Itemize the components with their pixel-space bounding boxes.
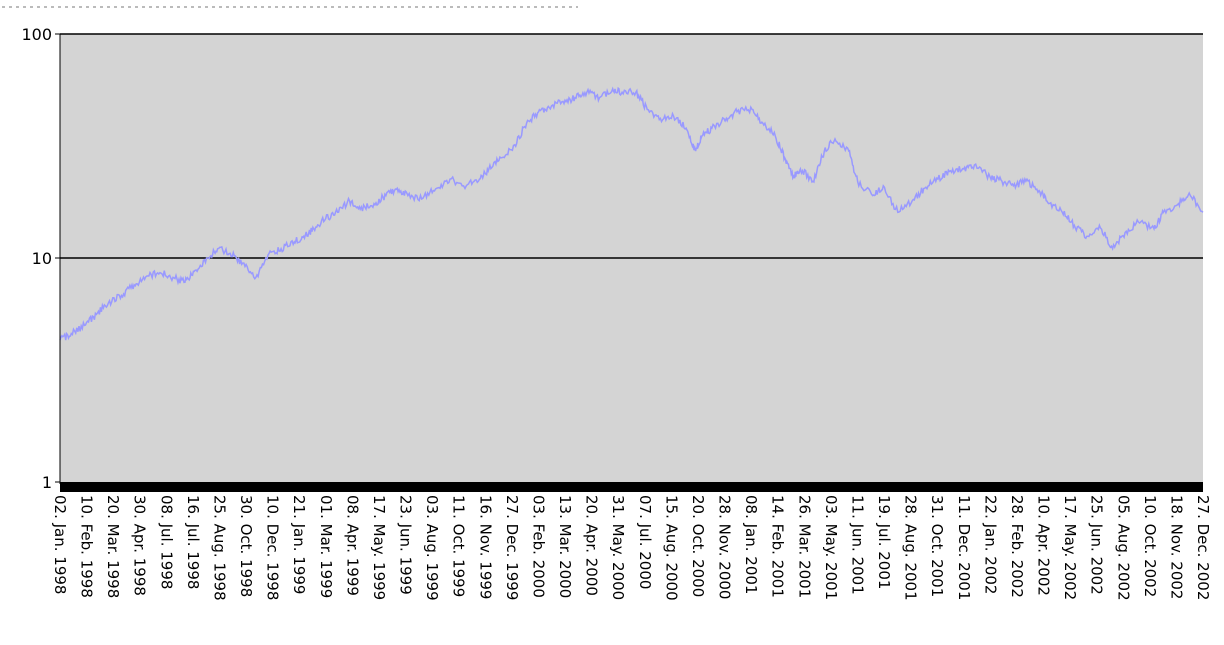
x-axis-ticks: 02. Jan. 1998 10. Feb. 1998 20. Mar. 1998 3… (51, 495, 1212, 601)
y-tick-label: 10 (32, 249, 52, 268)
x-tick-label: 11. Jun. 2001 (848, 495, 866, 595)
x-tick-label: 27. Dec. 2002 (1194, 495, 1212, 600)
x-tick-label: 07. Jul. 2000 (636, 495, 654, 589)
x-tick-label: 14. Feb. 2001 (769, 495, 787, 598)
x-tick-label: 25. Jun. 2002 (1088, 495, 1106, 595)
x-tick-label: 16. Jul. 1998 (184, 495, 202, 589)
x-tick-label: 08. Jul. 1998 (157, 495, 175, 589)
x-tick-label: 20. Mar. 1998 (104, 495, 122, 598)
x-tick-label: 10. Feb. 1998 (78, 495, 96, 598)
x-tick-label: 17. May. 2002 (1061, 495, 1079, 600)
x-tick-label: 17. May. 1999 (370, 495, 388, 600)
x-tick-label: 28. Aug. 2001 (902, 495, 920, 601)
x-tick-label: 05. Aug. 2002 (1114, 495, 1132, 601)
x-tick-label: 25. Aug. 1998 (211, 495, 229, 601)
x-tick-label: 31. Oct. 2001 (928, 495, 946, 597)
x-tick-label: 18. Nov. 2002 (1167, 495, 1185, 599)
x-tick-label: 19. Jul. 2001 (875, 495, 893, 589)
x-tick-label: 03. Feb. 2000 (530, 495, 548, 598)
x-tick-label: 28. Nov. 2000 (716, 495, 734, 599)
x-axis-bar (60, 482, 1203, 492)
x-tick-label: 10. Apr. 2002 (1035, 495, 1053, 596)
x-tick-label: 11. Oct. 1999 (450, 495, 468, 597)
y-tick-label: 1 (42, 473, 52, 492)
x-tick-label: 30. Oct. 1998 (237, 495, 255, 597)
x-tick-label: 13. Mar. 2000 (556, 495, 574, 598)
x-tick-label: 08. Jan. 2001 (742, 495, 760, 594)
x-tick-label: 10. Oct. 2002 (1141, 495, 1159, 597)
x-tick-label: 28. Feb. 2002 (1008, 495, 1026, 598)
x-tick-label: 02. Jan. 1998 (51, 495, 69, 594)
x-tick-label: 03. Aug. 1999 (423, 495, 441, 601)
x-tick-label: 31. May. 2000 (609, 495, 627, 600)
x-tick-label: 26. Mar. 2001 (795, 495, 813, 598)
x-tick-label: 10. Dec. 1998 (264, 495, 282, 600)
x-tick-label: 23. Jun. 1999 (397, 495, 415, 595)
x-tick-label: 22. Jan. 2002 (981, 495, 999, 594)
y-axis-ticks: 1 10 100 (21, 25, 60, 492)
x-tick-label: 21. Jan. 1999 (290, 495, 308, 594)
x-tick-label: 30. Apr. 1998 (131, 495, 149, 596)
x-tick-label: 03. May. 2001 (822, 495, 840, 600)
series-line (59, 86, 1204, 341)
x-tick-label: 20. Oct. 2000 (689, 495, 707, 597)
x-tick-label: 08. Apr. 1999 (343, 495, 361, 596)
y-tick-label: 100 (21, 25, 52, 44)
x-tick-label: 27. Dec. 1999 (503, 495, 521, 600)
x-tick-label: 15. Aug. 2000 (662, 495, 680, 601)
x-tick-label: 20. Apr. 2000 (583, 495, 601, 596)
x-tick-label: 16. Nov. 1999 (476, 495, 494, 599)
legend-strip-remnant (0, 0, 580, 14)
x-tick-label: 01. Mar. 1999 (317, 495, 335, 598)
x-tick-label: 11. Dec. 2001 (955, 495, 973, 600)
gridlines (60, 33, 1203, 259)
